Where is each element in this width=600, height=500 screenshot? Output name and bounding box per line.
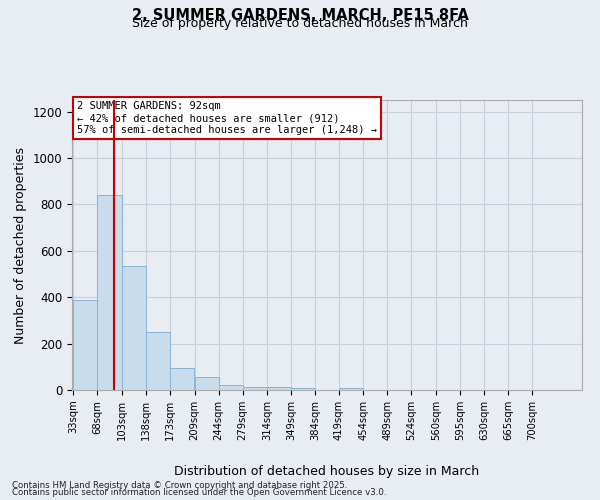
- Text: Contains HM Land Registry data © Crown copyright and database right 2025.: Contains HM Land Registry data © Crown c…: [12, 480, 347, 490]
- Text: Contains public sector information licensed under the Open Government Licence v3: Contains public sector information licen…: [12, 488, 386, 497]
- Text: Size of property relative to detached houses in March: Size of property relative to detached ho…: [132, 18, 468, 30]
- Bar: [218, 386, 242, 390]
- Text: 2 SUMMER GARDENS: 92sqm
← 42% of detached houses are smaller (912)
57% of semi-d: 2 SUMMER GARDENS: 92sqm ← 42% of detache…: [77, 102, 377, 134]
- Bar: [73, 300, 97, 390]
- Bar: [339, 388, 363, 390]
- Bar: [242, 386, 267, 390]
- Text: 2, SUMMER GARDENS, MARCH, PE15 8FA: 2, SUMMER GARDENS, MARCH, PE15 8FA: [131, 8, 469, 22]
- Bar: [291, 388, 315, 390]
- Bar: [267, 387, 291, 390]
- Text: Distribution of detached houses by size in March: Distribution of detached houses by size …: [175, 464, 479, 477]
- Bar: [146, 332, 170, 390]
- Bar: [194, 377, 218, 390]
- Bar: [122, 266, 146, 390]
- Bar: [97, 195, 122, 390]
- Y-axis label: Number of detached properties: Number of detached properties: [14, 146, 27, 344]
- Bar: [170, 368, 194, 390]
